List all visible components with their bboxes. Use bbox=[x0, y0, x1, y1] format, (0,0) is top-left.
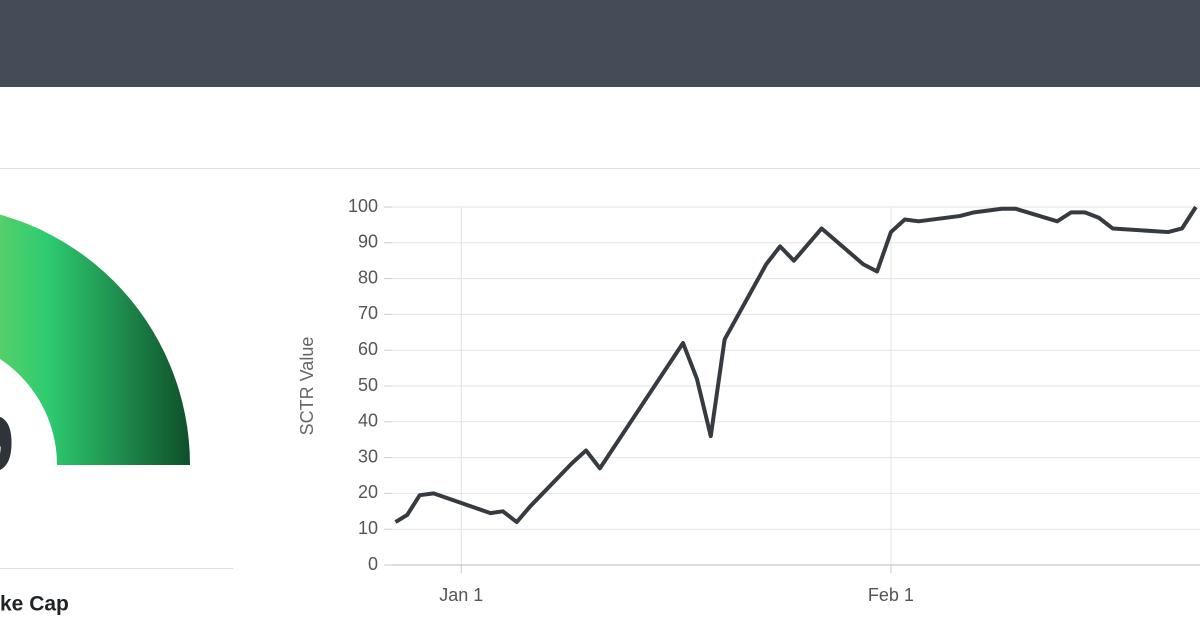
header-bar bbox=[0, 0, 1200, 87]
line-series bbox=[394, 205, 1198, 525]
y-tick-label: 10 bbox=[358, 518, 378, 538]
y-tick-label: 50 bbox=[358, 375, 378, 395]
y-tick-label: 0 bbox=[368, 554, 378, 574]
gauge-value: 9 bbox=[0, 399, 15, 488]
y-tick-label: 20 bbox=[358, 482, 378, 502]
y-tick-label: 80 bbox=[358, 267, 378, 287]
y-tick-label: 40 bbox=[358, 411, 378, 431]
y-axis-label: SCTR Value bbox=[297, 337, 317, 436]
x-tick-label: Jan 1 bbox=[439, 585, 483, 605]
y-tick-label: 30 bbox=[358, 446, 378, 466]
y-tick-label: 100 bbox=[348, 196, 378, 216]
chart: 0 10 20 30 40 50 60 70 80 90 100 Jan 1 Feb 1 bbox=[348, 196, 1200, 605]
y-tick-label: 70 bbox=[358, 303, 378, 323]
y-tick-label: 90 bbox=[358, 232, 378, 252]
x-tick-label: Feb 1 bbox=[868, 585, 914, 605]
y-tick-label: 60 bbox=[358, 339, 378, 359]
gauge-label: ke Cap bbox=[0, 593, 69, 616]
gauge-arc bbox=[0, 214, 190, 465]
